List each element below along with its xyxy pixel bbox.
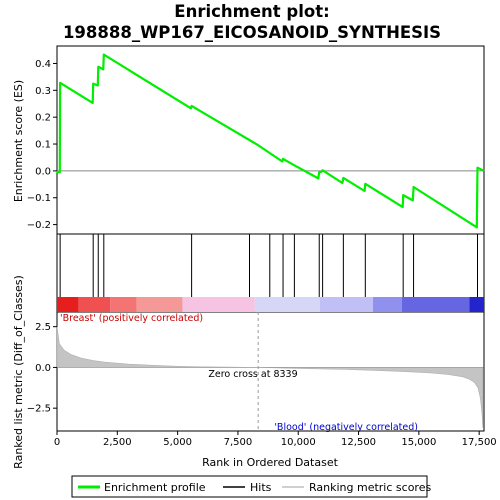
es-y-tick-label: 0.0 xyxy=(35,166,51,177)
heatmap-segment xyxy=(319,297,374,312)
x-axis-label: Rank in Ordered Dataset xyxy=(202,456,339,469)
heatmap-segment xyxy=(469,297,484,312)
legend-metric-label: Ranking metric scores xyxy=(309,481,431,494)
hit-markers xyxy=(59,234,478,297)
metric-y-axis: −2.5 0.0 2.5 xyxy=(27,322,57,415)
enrichment-profile-line xyxy=(55,53,485,229)
metric-y-tick-label: −2.5 xyxy=(27,404,51,415)
chart-title-line-2: 198888_WP167_EICOSANOID_SYNTHESIS xyxy=(63,23,441,42)
x-tick-label: 5,000 xyxy=(163,437,192,448)
ranking-metric-area xyxy=(56,326,484,428)
es-y-tick-label: 0.1 xyxy=(35,140,51,151)
metric-area xyxy=(56,312,484,431)
legend: Enrichment profile Hits Ranking metric s… xyxy=(71,475,431,498)
legend-hits-label: Hits xyxy=(250,481,272,494)
rank-heatmap-bar xyxy=(57,297,484,312)
es-y-axis: −0.2 −0.1 0.0 0.1 0.2 0.3 0.4 xyxy=(27,59,57,231)
x-axis: 0 2,500 5,000 7,500 10,000 12,500 15,000 17,500 xyxy=(54,431,497,448)
heatmap-segment xyxy=(136,297,183,312)
positive-class-label: 'Breast' (positively correlated) xyxy=(60,313,203,324)
x-tick-label: 17,500 xyxy=(462,437,497,448)
es-y-axis-label: Enrichment score (ES) xyxy=(12,80,25,202)
heatmap-segment xyxy=(78,297,111,312)
x-tick-label: 2,500 xyxy=(103,437,132,448)
heatmap-segment xyxy=(110,297,137,312)
legend-enrichment-label: Enrichment profile xyxy=(104,481,206,494)
es-y-tick-label: −0.2 xyxy=(27,220,51,231)
x-tick-label: 0 xyxy=(54,437,60,448)
negative-class-label: 'Blood' (negatively correlated) xyxy=(274,422,418,433)
es-panel-frame xyxy=(56,45,485,235)
metric-y-tick-label: 2.5 xyxy=(35,322,51,333)
heatmap-segment xyxy=(254,297,320,312)
heatmap-segment xyxy=(373,297,402,312)
chart-title-line-1: Enrichment plot: xyxy=(174,2,329,21)
legend-box xyxy=(71,475,428,498)
metric-y-tick-label: 0.0 xyxy=(35,363,51,374)
es-y-tick-label: 0.2 xyxy=(35,113,51,124)
x-tick-label: 7,500 xyxy=(224,437,253,448)
x-tick-label: 10,000 xyxy=(281,437,316,448)
metric-y-axis-label: Ranked list metric (Diff_of_Classes) xyxy=(12,275,25,469)
heatmap-segment xyxy=(182,297,255,312)
es-series xyxy=(55,53,485,229)
es-y-tick-label: 0.4 xyxy=(35,59,51,70)
heatmap-segment xyxy=(57,297,79,312)
x-tick-label: 12,500 xyxy=(341,437,376,448)
zero-cross-label: Zero cross at 8339 xyxy=(208,369,297,380)
es-y-tick-label: −0.1 xyxy=(27,193,51,204)
es-y-tick-label: 0.3 xyxy=(35,86,51,97)
x-tick-label: 15,000 xyxy=(401,437,436,448)
heatmap-segment xyxy=(401,297,470,312)
